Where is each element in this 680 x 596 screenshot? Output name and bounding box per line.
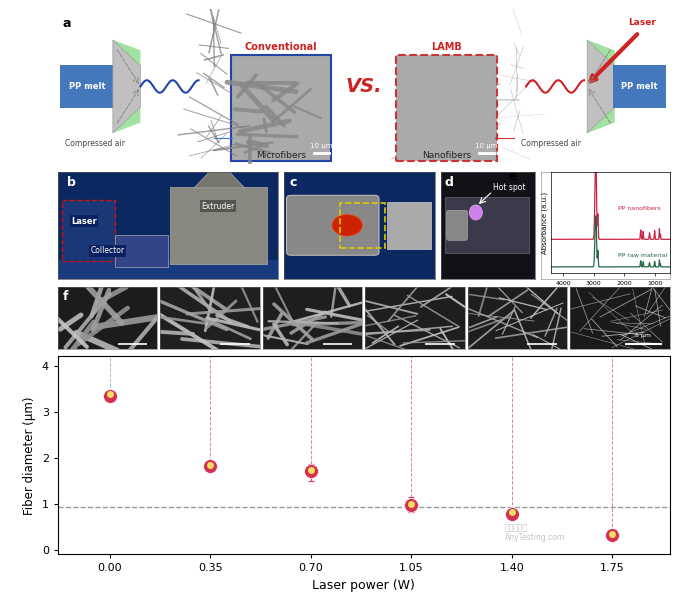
FancyBboxPatch shape	[396, 55, 496, 161]
Text: b: b	[67, 176, 75, 189]
Text: Laser: Laser	[71, 217, 97, 226]
Text: Nanofibers: Nanofibers	[422, 151, 471, 160]
Text: 10 μm: 10 μm	[309, 144, 333, 150]
FancyBboxPatch shape	[447, 210, 467, 240]
Text: e: e	[509, 170, 517, 183]
Text: 10 μm: 10 μm	[475, 144, 498, 150]
FancyBboxPatch shape	[387, 202, 430, 249]
Circle shape	[332, 215, 362, 236]
Text: Hot spot: Hot spot	[493, 182, 525, 191]
FancyBboxPatch shape	[286, 195, 379, 255]
Polygon shape	[587, 107, 615, 133]
FancyBboxPatch shape	[170, 187, 267, 264]
Text: LAMB: LAMB	[431, 42, 462, 52]
Polygon shape	[587, 40, 615, 133]
Text: VS.: VS.	[345, 77, 382, 96]
Text: Microfibers: Microfibers	[256, 151, 306, 160]
Y-axis label: Fiber diameter (μm): Fiber diameter (μm)	[23, 396, 36, 514]
Polygon shape	[113, 107, 141, 133]
Text: Conventional: Conventional	[245, 42, 318, 52]
Text: 5 μm: 5 μm	[635, 333, 651, 339]
FancyBboxPatch shape	[58, 259, 277, 279]
Circle shape	[469, 205, 482, 220]
Text: f: f	[63, 290, 68, 303]
Polygon shape	[113, 40, 141, 133]
FancyBboxPatch shape	[231, 55, 331, 161]
Text: a: a	[63, 17, 71, 30]
Text: PP melt: PP melt	[69, 82, 105, 91]
FancyBboxPatch shape	[115, 235, 168, 267]
Polygon shape	[587, 40, 615, 66]
FancyBboxPatch shape	[62, 200, 115, 260]
Polygon shape	[194, 172, 245, 188]
Text: Compressed air: Compressed air	[65, 139, 125, 148]
FancyBboxPatch shape	[445, 197, 530, 253]
Text: Collector: Collector	[90, 246, 125, 255]
X-axis label: Laser power (W): Laser power (W)	[312, 579, 415, 592]
Text: PP melt: PP melt	[622, 82, 658, 91]
Text: 嘉岭检测网
AnyTesting.com: 嘉岭检测网 AnyTesting.com	[505, 523, 565, 542]
Text: Laser: Laser	[628, 18, 656, 27]
FancyBboxPatch shape	[60, 65, 114, 108]
FancyBboxPatch shape	[613, 65, 666, 108]
Text: c: c	[290, 176, 297, 189]
Text: Compressed air: Compressed air	[521, 139, 581, 148]
Text: d: d	[445, 176, 454, 189]
Text: Extruder: Extruder	[201, 202, 235, 211]
Polygon shape	[113, 40, 141, 66]
